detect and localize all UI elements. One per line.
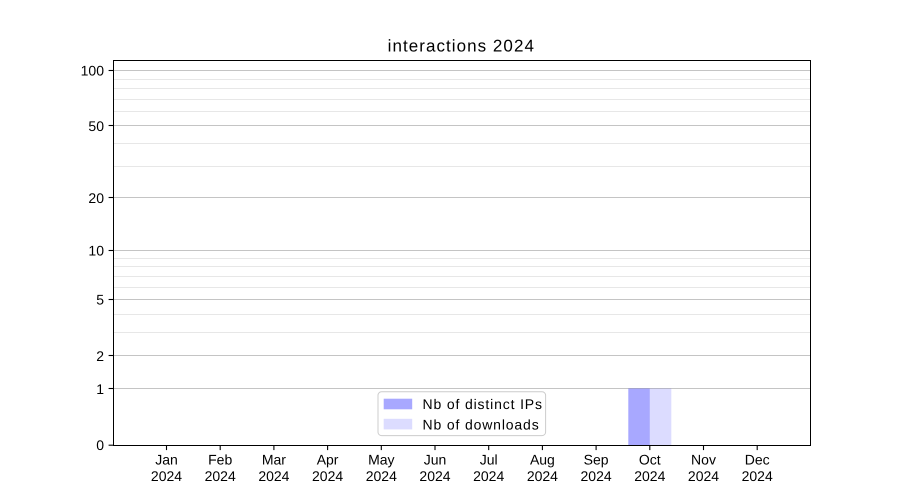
svg-text:5: 5: [96, 292, 104, 308]
svg-text:10: 10: [88, 242, 104, 258]
svg-text:Sep: Sep: [584, 452, 609, 468]
svg-text:Jan: Jan: [155, 452, 178, 468]
svg-text:Feb: Feb: [208, 452, 232, 468]
svg-text:Aug: Aug: [530, 452, 555, 468]
svg-text:20: 20: [88, 190, 104, 206]
svg-text:Nb of downloads: Nb of downloads: [423, 416, 540, 432]
svg-text:2024: 2024: [742, 468, 773, 484]
svg-text:Jul: Jul: [480, 452, 498, 468]
svg-text:interactions 2024: interactions 2024: [388, 37, 535, 56]
svg-text:2024: 2024: [634, 468, 665, 484]
svg-text:2024: 2024: [527, 468, 558, 484]
svg-text:2024: 2024: [581, 468, 612, 484]
svg-text:Oct: Oct: [639, 452, 661, 468]
svg-text:2024: 2024: [205, 468, 236, 484]
svg-text:2024: 2024: [419, 468, 450, 484]
svg-text:2024: 2024: [258, 468, 289, 484]
svg-text:100: 100: [81, 62, 105, 78]
svg-text:Nb of distinct IPs: Nb of distinct IPs: [423, 396, 543, 412]
svg-text:50: 50: [88, 118, 104, 134]
svg-text:1: 1: [96, 381, 104, 397]
svg-text:May: May: [368, 452, 394, 468]
svg-text:2024: 2024: [688, 468, 719, 484]
svg-text:2024: 2024: [151, 468, 182, 484]
svg-text:Dec: Dec: [745, 452, 770, 468]
svg-text:2024: 2024: [312, 468, 343, 484]
svg-text:Apr: Apr: [317, 452, 339, 468]
svg-text:0: 0: [96, 437, 104, 453]
svg-text:2024: 2024: [473, 468, 504, 484]
svg-text:2024: 2024: [366, 468, 397, 484]
svg-text:Jun: Jun: [424, 452, 447, 468]
svg-text:Nov: Nov: [691, 452, 716, 468]
svg-text:2: 2: [96, 348, 104, 364]
svg-text:Mar: Mar: [262, 452, 286, 468]
